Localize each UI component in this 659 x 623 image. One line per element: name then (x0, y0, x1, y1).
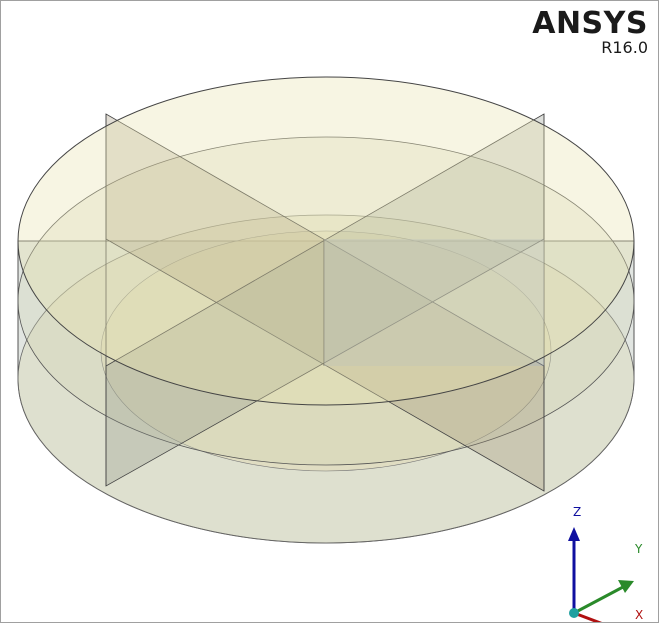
z-label: Z (573, 505, 581, 519)
bottom-face (17, 214, 635, 544)
y-axis (573, 585, 624, 615)
logo-version: R16.0 (601, 38, 648, 57)
logo-name: ANSYS (532, 6, 648, 41)
x-label: X (635, 608, 643, 622)
x-axis (573, 611, 603, 622)
top-face (17, 76, 635, 406)
z-arrow (568, 527, 580, 541)
y-label: Y (634, 542, 643, 556)
y-arrow (618, 580, 634, 593)
inner-ring (100, 230, 552, 472)
triad-origin (569, 608, 579, 618)
quadrant-shade (324, 239, 544, 366)
logo: ANSYS R16.0 (532, 9, 648, 57)
